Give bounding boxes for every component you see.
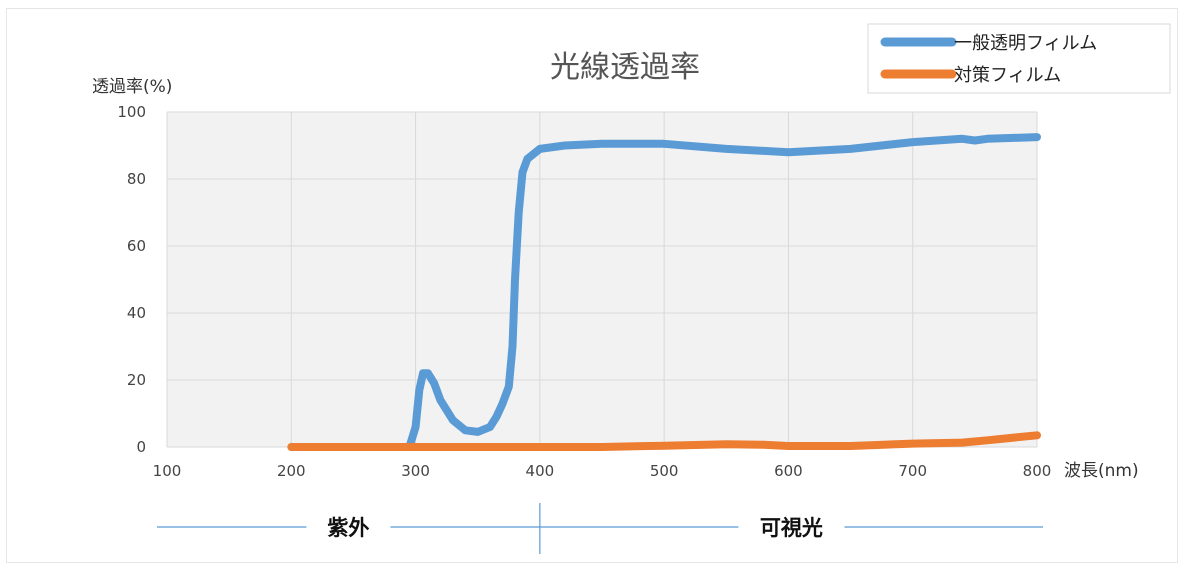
series-line-countermeasure-film [287,431,1041,451]
x-tick-label: 500 [650,462,679,480]
y-tick-label: 40 [127,304,146,322]
legend: 一般透明フィルム 対策フィルム [867,23,1171,94]
x-tick-label: 700 [898,462,927,480]
x-tick-label: 600 [774,462,803,480]
legend-label-general: 一般透明フィルム [954,33,1097,54]
chart-frame [6,8,1178,563]
y-tick-label: 0 [136,438,146,456]
y-tick-label: 100 [117,103,146,121]
x-tick-label: 200 [277,462,306,480]
x-tick-label: 100 [153,462,182,480]
region-label-visible: 可視光 [760,516,823,540]
x-tick-label: 300 [401,462,430,480]
series-line-general-film [405,133,1041,451]
legend-box [867,23,1171,94]
y-tick-label: 80 [127,170,146,188]
region-label-uv: 紫外 [327,516,369,540]
x-tick-label: 800 [1023,462,1052,480]
y-axis-label: 透過率(%) [92,77,172,97]
x-axis-label: 波長(nm) [1064,461,1139,481]
x-tick-label: 400 [526,462,555,480]
y-tick-label: 20 [127,371,146,389]
plot-area [167,112,1037,447]
y-tick-label: 60 [127,237,146,255]
chart-title: 光線透過率 [550,50,700,85]
legend-label-countermeasure: 対策フィルム [954,65,1061,86]
